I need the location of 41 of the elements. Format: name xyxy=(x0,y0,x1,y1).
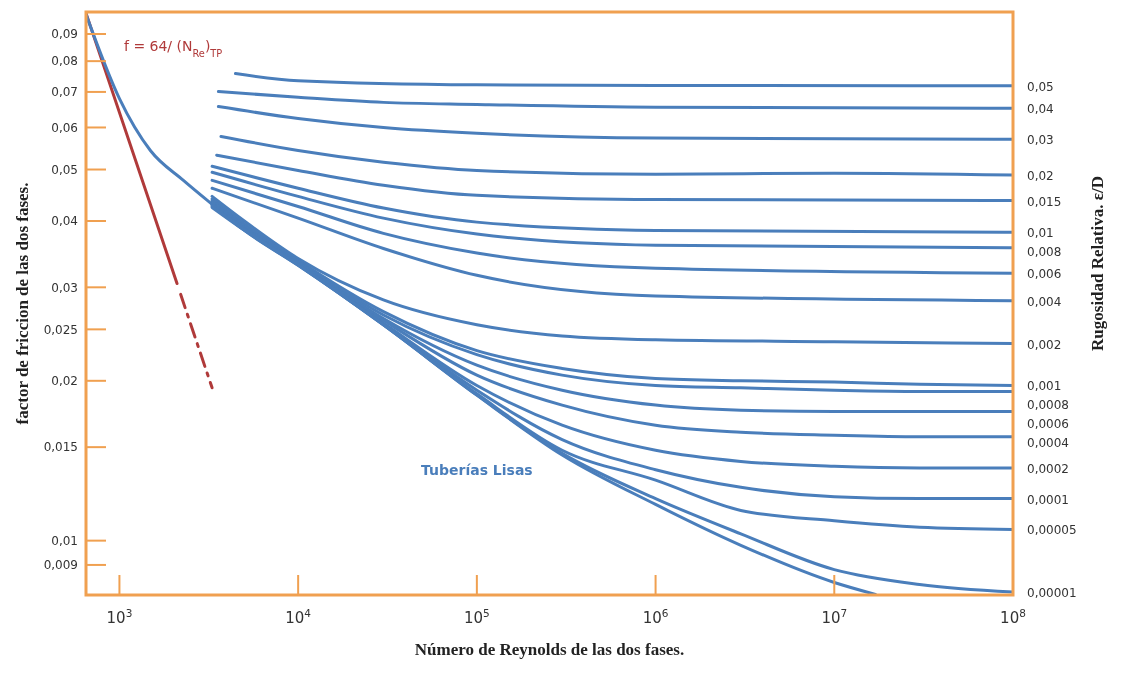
y-tick-label: 0,025 xyxy=(43,322,78,337)
series-label: 0,004 xyxy=(1027,294,1062,309)
y-tick-label: 0,06 xyxy=(51,120,78,135)
series-label: 0,00001 xyxy=(1027,586,1077,601)
x-tick-label: 10$^{8}$ xyxy=(1000,607,1026,627)
series-label: 0,001 xyxy=(1027,379,1062,394)
series-label: 0,0006 xyxy=(1027,417,1069,432)
series-label: 0,03 xyxy=(1027,133,1054,148)
y-tick-label: 0,09 xyxy=(51,27,78,42)
y-tick-label: 0,03 xyxy=(51,280,78,295)
series-label: 0,006 xyxy=(1027,267,1062,282)
series-label: 0,002 xyxy=(1027,337,1062,352)
x-axis-title: Número de Reynolds de las dos fases. xyxy=(414,640,685,659)
series-label: f = 64/ (N$_{Re}$)$_{TP}$ xyxy=(124,38,223,59)
series-label: 0,0002 xyxy=(1027,462,1069,477)
series-label: 0,02 xyxy=(1027,169,1054,184)
y-tick-label: 0,05 xyxy=(51,162,78,177)
series-label: 0,0001 xyxy=(1027,492,1069,507)
y-tick-label: 0,04 xyxy=(51,214,78,229)
series-label: 0,0008 xyxy=(1027,398,1069,413)
series-label: 0,0004 xyxy=(1027,436,1069,451)
y-axis-title: factor de friccion de las dos fases. xyxy=(13,182,32,425)
x-tick-label: 10$^{3}$ xyxy=(106,607,133,627)
x-tick-label: 10$^{6}$ xyxy=(642,607,669,627)
x-tick-label: 10$^{4}$ xyxy=(285,607,312,627)
series-label: 0,04 xyxy=(1027,102,1054,117)
x-tick-label: 10$^{7}$ xyxy=(821,607,848,627)
y-tick-label: 0,015 xyxy=(43,440,78,455)
series-label: 0,05 xyxy=(1027,79,1054,94)
y-tick-label: 0,01 xyxy=(51,533,78,548)
series-label: Tuberías Lisas xyxy=(421,462,533,479)
y-tick-label: 0,02 xyxy=(51,374,78,389)
series-label: 0,015 xyxy=(1027,194,1062,209)
y-tick-label: 0,009 xyxy=(43,558,78,573)
series-label: 0,01 xyxy=(1027,226,1054,241)
y-tick-label: 0,08 xyxy=(51,54,78,69)
series-label: 0,00005 xyxy=(1027,523,1077,538)
series-label: 0,008 xyxy=(1027,245,1062,260)
x-tick-label: 10$^{5}$ xyxy=(463,607,490,627)
y2-axis-title: Rugosidad Relativa. ε/D xyxy=(1088,176,1107,351)
y-tick-label: 0,07 xyxy=(51,85,78,100)
